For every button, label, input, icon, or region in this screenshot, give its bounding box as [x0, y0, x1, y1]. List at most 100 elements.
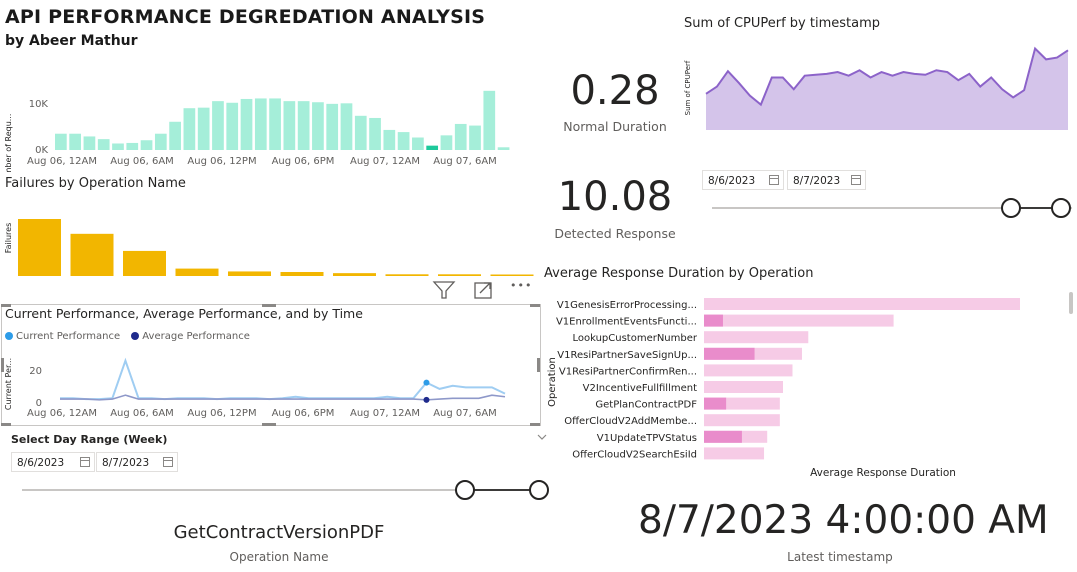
- resize-handle[interactable]: [530, 304, 540, 307]
- response-bar[interactable]: [704, 447, 765, 460]
- requests-bar[interactable]: [197, 107, 210, 150]
- performance-line-chart[interactable]: Current Per... 20 0 Aug 06, 12AM Aug 06, …: [0, 350, 540, 422]
- cpu-range-end-handle[interactable]: [1051, 198, 1071, 218]
- requests-bar[interactable]: [269, 98, 281, 150]
- current-performance-line[interactable]: [60, 357, 506, 401]
- failures-bar[interactable]: [123, 250, 166, 276]
- requests-bar[interactable]: [55, 133, 67, 150]
- requests-bar[interactable]: [169, 121, 181, 150]
- requests-bar[interactable]: [212, 101, 224, 150]
- requests-bar[interactable]: [483, 90, 496, 150]
- response-bar[interactable]: [704, 381, 783, 393]
- failures-bar[interactable]: [490, 274, 534, 277]
- resize-handle[interactable]: [1, 423, 11, 426]
- legend-item-current[interactable]: Current Performance: [5, 331, 120, 342]
- response-bar-highlight[interactable]: [704, 314, 723, 327]
- response-duration-bar-chart[interactable]: Operation V1GenesisErrorProcessing... V1E…: [540, 290, 1070, 482]
- requests-bar[interactable]: [497, 147, 510, 150]
- requests-bar[interactable]: [83, 136, 96, 150]
- average-performance-marker[interactable]: [423, 396, 430, 403]
- response-chart-title: Average Response Duration by Operation: [544, 266, 814, 281]
- requests-y-axis-title: Number of Requ...: [4, 114, 13, 172]
- response-bar[interactable]: [704, 314, 894, 327]
- cpu-start-date-text: 8/6/2023: [708, 175, 756, 187]
- resize-handle[interactable]: [262, 423, 276, 426]
- cpu-chart-title: Sum of CPUPerf by timestamp: [684, 16, 881, 31]
- requests-bar[interactable]: [369, 117, 381, 150]
- failures-bar[interactable]: [333, 273, 376, 276]
- cpu-end-date-input[interactable]: 8/7/2023: [787, 170, 866, 190]
- response-chart-scrollbar[interactable]: [1069, 292, 1073, 314]
- operation-label: LookupCustomerNumber: [572, 333, 697, 344]
- calendar-icon[interactable]: [80, 457, 90, 467]
- requests-bar[interactable]: [154, 133, 167, 150]
- day-range-end-handle[interactable]: [529, 480, 549, 500]
- cpu-range-slider-track[interactable]: [712, 207, 1072, 209]
- requests-column-chart[interactable]: Number of Requ... 10K 0K Aug 06, 12AM Aug…: [0, 60, 520, 172]
- requests-bar[interactable]: [226, 102, 239, 150]
- requests-bar[interactable]: [297, 101, 310, 150]
- failures-bar-chart[interactable]: Failures: [0, 194, 540, 278]
- chevron-down-icon[interactable]: [536, 432, 548, 442]
- failures-bar[interactable]: [70, 233, 114, 276]
- requests-bar[interactable]: [254, 98, 267, 150]
- requests-y-tick: 10K: [29, 99, 49, 110]
- requests-bar[interactable]: [469, 125, 481, 150]
- day-end-date-input[interactable]: 8/7/2023: [96, 452, 178, 472]
- requests-bar[interactable]: [354, 115, 367, 150]
- failures-bar[interactable]: [385, 274, 429, 276]
- current-performance-marker[interactable]: [423, 379, 430, 386]
- requests-bar[interactable]: [326, 103, 339, 150]
- requests-bar[interactable]: [454, 123, 467, 150]
- response-bar-highlight[interactable]: [704, 347, 755, 360]
- requests-bar[interactable]: [397, 132, 410, 150]
- resize-handle[interactable]: [530, 423, 540, 426]
- requests-bar[interactable]: [140, 140, 153, 150]
- resize-handle[interactable]: [1, 304, 11, 307]
- failures-bar[interactable]: [18, 219, 61, 276]
- requests-bar[interactable]: [312, 102, 324, 150]
- more-options-icon[interactable]: •••: [510, 279, 533, 292]
- response-bar-highlight[interactable]: [704, 397, 727, 410]
- requests-bar[interactable]: [283, 101, 296, 150]
- failures-bar[interactable]: [175, 268, 219, 276]
- perf-x-tick: Aug 06, 12AM: [27, 408, 97, 419]
- cpu-range-start-handle[interactable]: [1001, 198, 1021, 218]
- filter-icon[interactable]: [432, 280, 456, 300]
- calendar-icon[interactable]: [163, 457, 173, 467]
- calendar-icon[interactable]: [851, 175, 861, 185]
- resize-handle[interactable]: [537, 358, 540, 372]
- resize-handle[interactable]: [1, 358, 4, 372]
- requests-bar[interactable]: [126, 142, 139, 150]
- response-bar-highlight[interactable]: [704, 430, 742, 443]
- operation-name-label: Operation Name: [229, 550, 329, 564]
- focus-mode-icon[interactable]: [472, 280, 496, 300]
- response-bar[interactable]: [704, 414, 780, 427]
- requests-bar[interactable]: [183, 108, 196, 150]
- day-range-slider-track[interactable]: [22, 489, 540, 491]
- response-bar[interactable]: [704, 364, 793, 377]
- requests-bar[interactable]: [412, 137, 424, 150]
- day-range-start-handle[interactable]: [455, 480, 475, 500]
- day-start-date-input[interactable]: 8/6/2023: [11, 452, 95, 472]
- requests-bar[interactable]: [240, 98, 253, 150]
- requests-bar[interactable]: [97, 139, 110, 150]
- resize-handle[interactable]: [262, 304, 276, 307]
- requests-bar[interactable]: [69, 133, 81, 150]
- legend-item-average[interactable]: Average Performance: [131, 331, 250, 342]
- failures-bar[interactable]: [228, 271, 271, 276]
- cpu-area-chart[interactable]: Sum of CPUPerf: [680, 40, 1072, 136]
- calendar-icon[interactable]: [769, 175, 779, 185]
- requests-bar[interactable]: [383, 129, 396, 150]
- requests-bar[interactable]: [340, 103, 353, 150]
- operation-label: OfferCloudV2SearchEsiId: [572, 449, 697, 460]
- failures-bar[interactable]: [438, 274, 481, 276]
- requests-bar[interactable]: [440, 135, 453, 150]
- requests-bar[interactable]: [426, 145, 439, 150]
- response-bar[interactable]: [704, 298, 1020, 310]
- requests-bar[interactable]: [112, 143, 124, 150]
- average-performance-line[interactable]: [60, 394, 506, 401]
- cpu-start-date-input[interactable]: 8/6/2023: [702, 170, 784, 190]
- failures-bar[interactable]: [280, 272, 324, 276]
- response-bar[interactable]: [704, 331, 809, 344]
